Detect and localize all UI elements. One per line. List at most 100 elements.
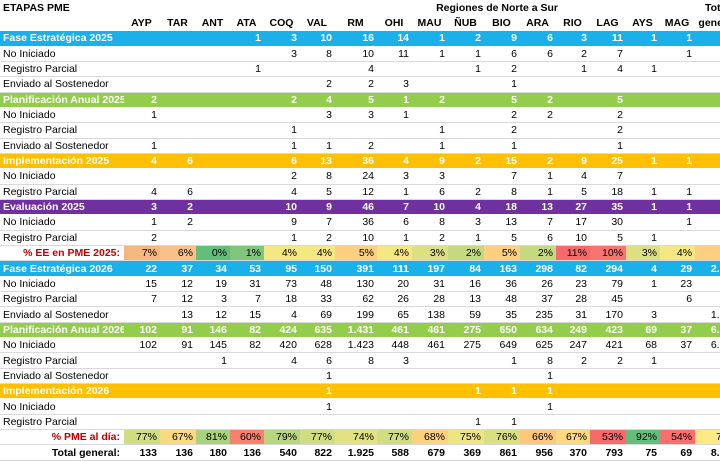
cell-value [230, 122, 264, 139]
cell-value [160, 414, 196, 431]
cell-value: 588 [377, 444, 412, 461]
table-row: No Iniciado 102 91 145 82 420 628 1.423 448 461 27… [0, 337, 720, 354]
cell-value [626, 214, 660, 231]
cell-value: 19 [196, 276, 230, 293]
cell-value: 1 [377, 230, 412, 247]
cell-value [377, 398, 412, 415]
cell-value [124, 168, 160, 185]
cell-value [160, 76, 196, 93]
cell-value: 5 [484, 92, 520, 108]
cell-value: 4 [264, 306, 300, 323]
cell-value: 679 [412, 444, 448, 461]
section-row: Fase Estratégica 2026 22 37 34 53 95 150 391 111… [0, 260, 720, 277]
cell-value: 3 [377, 352, 412, 369]
cell-value [520, 138, 556, 154]
cell-value: 1 [300, 383, 335, 400]
cell-value [196, 214, 230, 231]
table-row: No Iniciado 15 12 19 31 73 48 130 20 31 16 36 26 23 79… [0, 276, 720, 293]
cell-value: 4% [377, 245, 412, 262]
cell-value [264, 383, 300, 400]
cell-value: 28 [556, 291, 590, 308]
cell-value: 1 [448, 46, 484, 62]
cell-value: 7 [230, 291, 264, 308]
cell-value [556, 368, 590, 385]
cell-value [660, 230, 696, 247]
cell-value [412, 76, 448, 93]
cell-value: 10 [300, 30, 335, 47]
table-row: Registro Parcial 7 12 3 7 18 33 62 26 28 13 48 37 28 4… [0, 291, 720, 308]
row-label: No Iniciado [0, 168, 124, 185]
cell-value: 69 [300, 306, 335, 323]
cell-value: 1 [626, 276, 660, 293]
cell-value: 1 [626, 184, 660, 200]
cell-value: 8 [520, 352, 556, 369]
cell-value: 77% [300, 429, 335, 446]
cell-value: 28 [412, 291, 448, 308]
cell-value: 130 [335, 276, 377, 293]
cell-value [160, 61, 196, 78]
cell-value: 37 [160, 260, 196, 277]
cell-value: 36 [484, 276, 520, 293]
cell-value [160, 230, 196, 247]
cell-value: 6 [660, 291, 696, 308]
column-header: ANT [201, 17, 224, 30]
cell-value [660, 383, 696, 400]
cell-value: 5% [484, 245, 520, 262]
cell-value: 3 [264, 30, 300, 47]
row-label: No Iniciado [0, 337, 124, 354]
cell-value [230, 153, 264, 170]
cell-value [377, 122, 412, 139]
cell-value [196, 153, 230, 170]
cell-value: 5 [300, 184, 335, 200]
cell-value: 4% [300, 245, 335, 262]
cell-value: 22 [124, 260, 160, 277]
cell-value [230, 138, 264, 154]
cell-value [196, 76, 230, 93]
row-total: 56 [695, 46, 720, 62]
cell-value [230, 214, 264, 231]
cell-value: 111 [377, 260, 412, 277]
cell-value: 6 [484, 46, 520, 62]
cell-value: 1 [590, 138, 626, 154]
row-label: % PME al día: [0, 429, 124, 446]
cell-value [448, 168, 484, 185]
row-label: Total general: [0, 444, 124, 461]
cell-value: 1 [230, 30, 264, 47]
cell-value: 1 [124, 214, 160, 231]
cell-value: 8 [300, 168, 335, 185]
cell-value: 82 [556, 260, 590, 277]
cell-value: 7 [377, 199, 412, 216]
row-label: Registro Parcial [0, 122, 124, 139]
cell-value: 54% [660, 429, 696, 446]
cell-value: 6 [264, 153, 300, 170]
cell-value: 861 [484, 444, 520, 461]
cell-value [124, 383, 160, 400]
cell-value: 5 [335, 92, 377, 108]
column-header: AYP [131, 17, 152, 30]
cell-value [484, 368, 520, 385]
cell-value [300, 122, 335, 139]
cell-value [660, 107, 696, 124]
cell-value [412, 61, 448, 78]
cell-value [660, 92, 696, 108]
cell-value: 15 [484, 153, 520, 170]
cell-value: 3% [412, 245, 448, 262]
cell-value: 3 [448, 214, 484, 231]
cell-value: 48 [484, 291, 520, 308]
cell-value [196, 414, 230, 431]
cell-value: 5% [335, 245, 377, 262]
cell-value: 31 [412, 276, 448, 293]
cell-value: 180 [196, 444, 230, 461]
row-total: 2.044 [695, 260, 720, 277]
cell-value [196, 92, 230, 108]
cell-value [660, 76, 696, 93]
cell-value: 15 [230, 306, 264, 323]
cell-value [230, 383, 264, 400]
cell-value [160, 122, 196, 139]
cell-value: 10 [335, 230, 377, 247]
cell-value [230, 199, 264, 216]
cell-value [230, 230, 264, 247]
cell-value: 249 [556, 322, 590, 339]
cell-value: 2 [484, 107, 520, 124]
cell-value: 4 [124, 184, 160, 200]
